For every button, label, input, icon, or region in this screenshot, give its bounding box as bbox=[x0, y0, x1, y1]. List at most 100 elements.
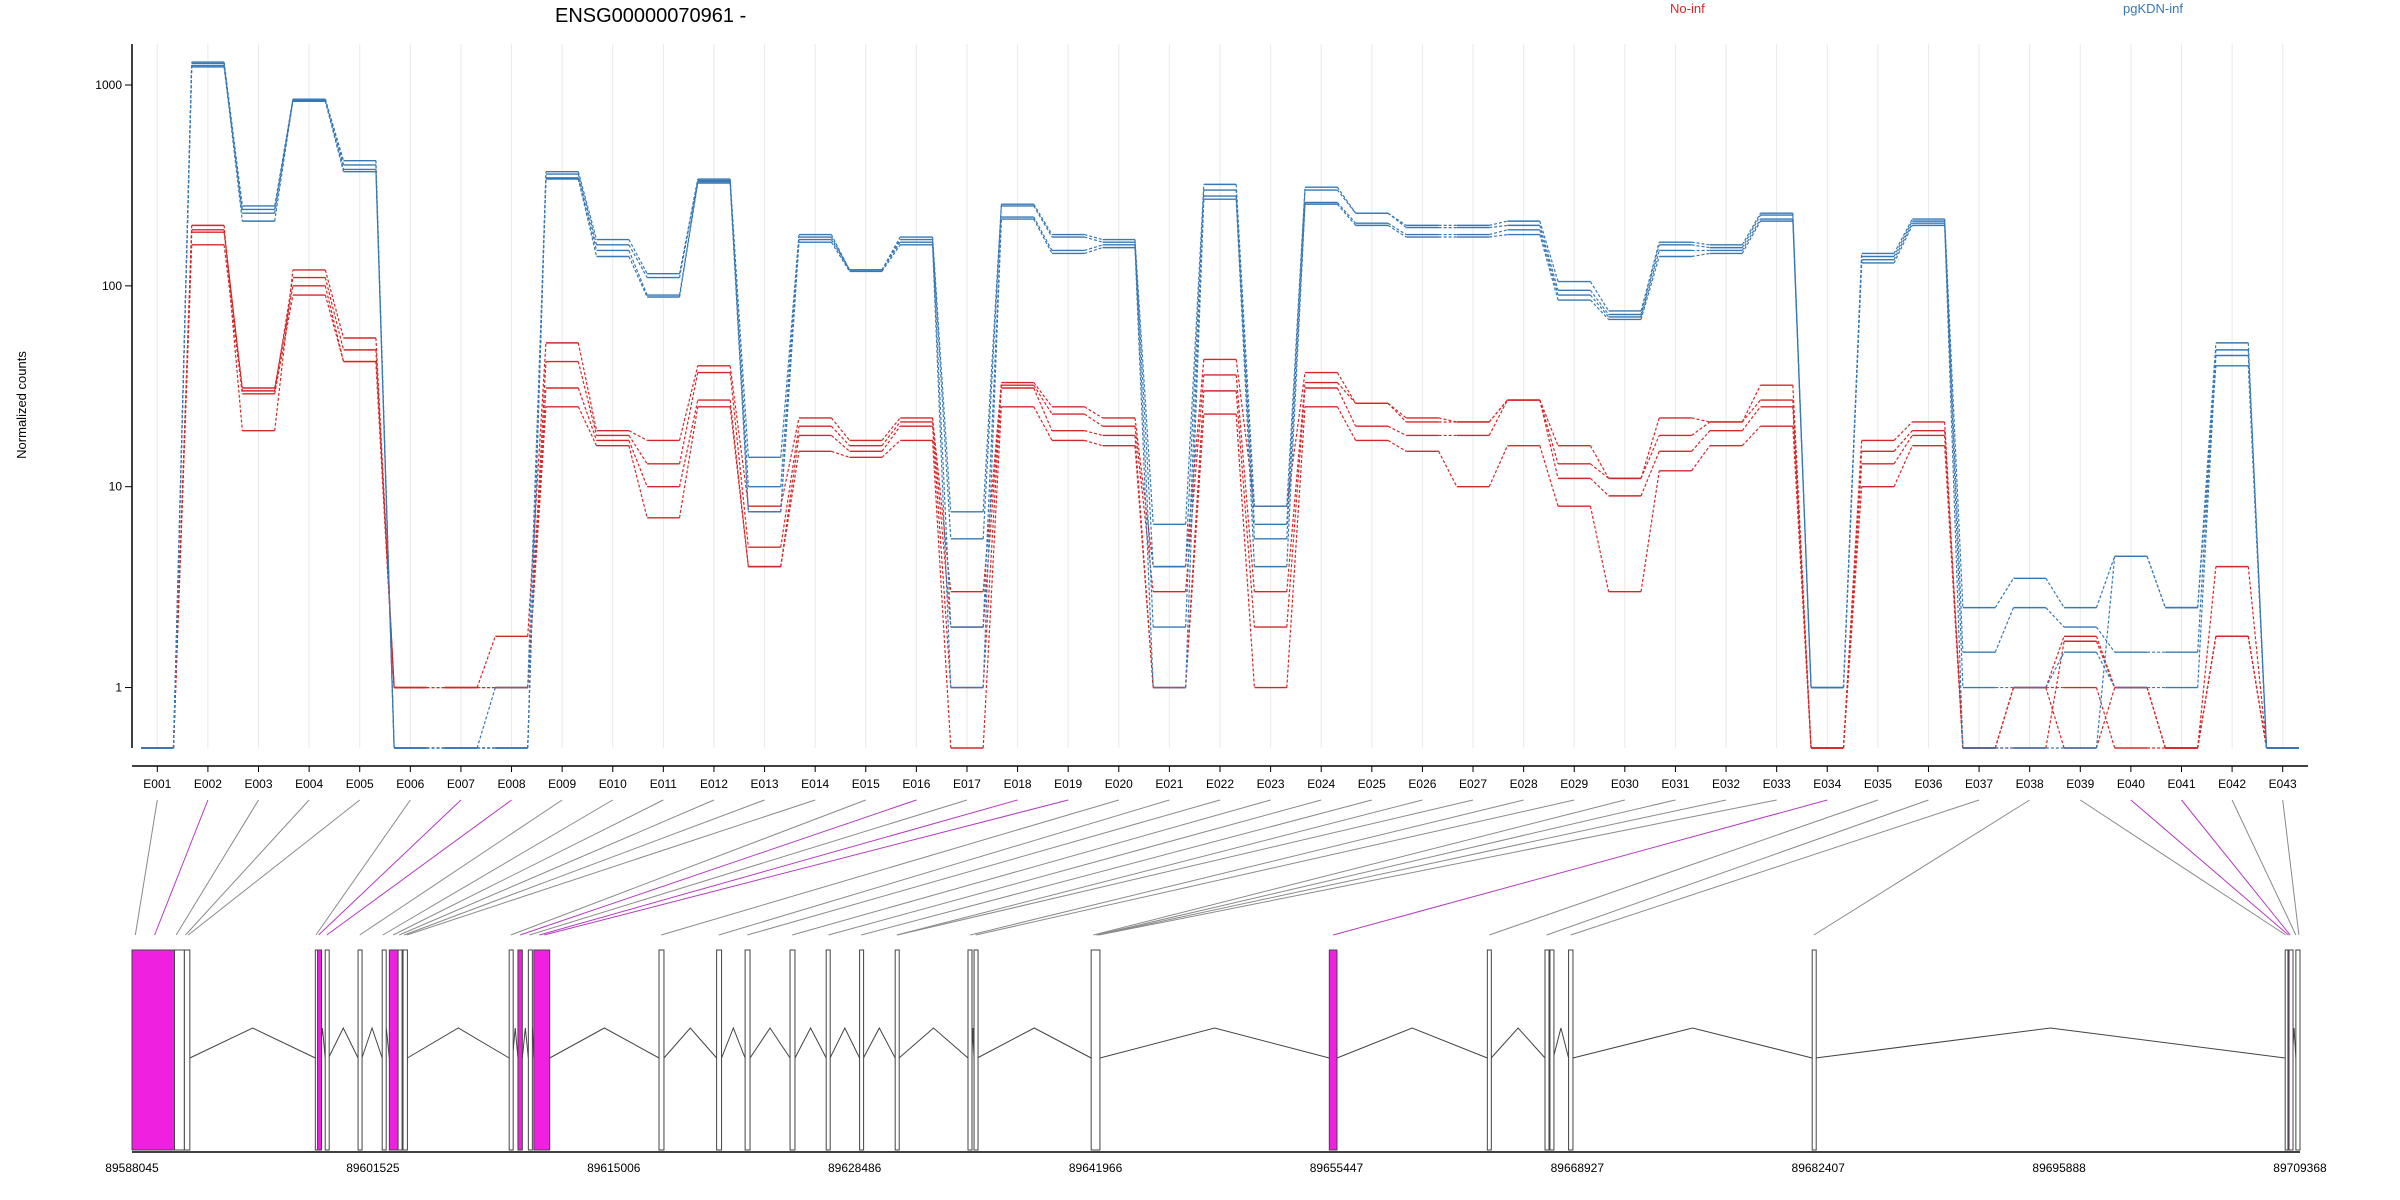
intron bbox=[189, 1027, 316, 1059]
series-connector bbox=[1286, 387, 1306, 628]
series-connector bbox=[1691, 241, 1710, 246]
x-tick-label: E022 bbox=[1206, 777, 1234, 791]
series-connector bbox=[1134, 247, 1154, 688]
y-tick-label: 1 bbox=[115, 681, 122, 695]
connector-E022 bbox=[747, 799, 1221, 936]
series-connector bbox=[1488, 399, 1508, 423]
series-connector bbox=[2146, 687, 2166, 749]
series-connector bbox=[628, 250, 648, 296]
series-connector bbox=[881, 439, 901, 458]
x-tick-label: E003 bbox=[244, 777, 272, 791]
legend-label-no-inf: No-inf bbox=[1670, 1, 1705, 16]
series-connector bbox=[1336, 387, 1357, 427]
series-connector bbox=[2146, 556, 2166, 608]
series-connector bbox=[931, 244, 952, 688]
connector-E025 bbox=[861, 799, 1372, 936]
series-connector bbox=[324, 100, 345, 170]
series-connector bbox=[982, 204, 1002, 512]
connector-E033 bbox=[1098, 799, 1777, 936]
series-connector bbox=[1994, 687, 2015, 749]
series-connector bbox=[931, 440, 952, 749]
connector-E042 bbox=[2231, 799, 2297, 936]
series-connector bbox=[1590, 463, 1610, 479]
series-connector bbox=[1084, 236, 1103, 243]
series-connector bbox=[2197, 342, 2217, 608]
series-connector bbox=[1842, 262, 1863, 688]
series-connector bbox=[1741, 212, 1761, 246]
connector-E029 bbox=[975, 799, 1575, 936]
series-connector bbox=[1488, 399, 1508, 436]
exon bbox=[1090, 949, 1101, 1151]
series-connector bbox=[1387, 402, 1407, 419]
series-connector bbox=[628, 435, 648, 465]
series-connector bbox=[830, 239, 851, 271]
series-connector bbox=[577, 342, 598, 431]
series-connector bbox=[1691, 252, 1710, 258]
series-connector bbox=[1792, 400, 1812, 749]
series-connector bbox=[324, 277, 345, 351]
series-connector bbox=[830, 241, 851, 272]
x-tick-label: E027 bbox=[1459, 777, 1487, 791]
series-connector bbox=[2095, 556, 2116, 749]
series-connector bbox=[223, 232, 243, 389]
exon bbox=[2288, 949, 2294, 1151]
x-tick-label: E009 bbox=[548, 777, 576, 791]
connector-E036 bbox=[1546, 799, 1929, 936]
connector-E032 bbox=[1097, 799, 1727, 936]
series-connector bbox=[2095, 651, 2116, 688]
y-tick-label: 10 bbox=[109, 480, 123, 494]
connector-E023 bbox=[792, 799, 1271, 936]
series-connector bbox=[1134, 242, 1154, 567]
series-connector bbox=[1387, 212, 1407, 226]
series-connector bbox=[729, 181, 749, 512]
series-connector bbox=[324, 101, 345, 172]
series-connector bbox=[1893, 225, 1913, 264]
series-connector bbox=[375, 337, 395, 688]
series-connector bbox=[1134, 239, 1154, 525]
series-connector bbox=[678, 181, 699, 296]
series-connector bbox=[1640, 470, 1660, 592]
genomic-coordinate-label: 89655447 bbox=[1310, 1161, 1364, 1175]
series-connector bbox=[1539, 229, 1559, 296]
series-connector bbox=[678, 372, 699, 464]
series-connector bbox=[1640, 244, 1660, 315]
series-connector bbox=[2045, 577, 2065, 608]
series-connector bbox=[881, 241, 901, 271]
series-connector bbox=[1184, 196, 1205, 628]
series-connector bbox=[1539, 225, 1559, 291]
x-tick-label: E028 bbox=[1510, 777, 1538, 791]
series-connector bbox=[931, 236, 952, 512]
series-connector bbox=[577, 171, 598, 240]
series-connector bbox=[1792, 219, 1812, 688]
series-connector bbox=[1489, 229, 1508, 236]
series-connector bbox=[1640, 435, 1660, 479]
series-connector bbox=[628, 445, 648, 518]
series-connector bbox=[2095, 687, 2116, 749]
connector-E017 bbox=[529, 799, 968, 936]
series-connector bbox=[223, 66, 243, 210]
series-connector bbox=[1589, 299, 1610, 320]
series-connector bbox=[628, 244, 648, 278]
series-connector bbox=[1489, 224, 1508, 229]
x-tick-label: E010 bbox=[599, 777, 627, 791]
x-tick-label: E021 bbox=[1155, 777, 1183, 791]
exon bbox=[173, 949, 185, 1151]
series-connector bbox=[1488, 445, 1508, 487]
series-connector bbox=[1589, 506, 1610, 592]
series-connector bbox=[1438, 451, 1458, 487]
exon-highlighted bbox=[317, 949, 323, 1151]
series-connector bbox=[1640, 417, 1660, 479]
connector-E021 bbox=[718, 799, 1170, 936]
series-connector bbox=[1084, 439, 1103, 447]
x-tick-label: E019 bbox=[1054, 777, 1082, 791]
series-connector bbox=[1589, 281, 1610, 312]
exon bbox=[357, 949, 363, 1151]
connector-E015 bbox=[510, 799, 866, 936]
series-connector bbox=[881, 244, 901, 272]
series-connector bbox=[1944, 225, 1964, 749]
x-tick-label: E033 bbox=[1763, 777, 1791, 791]
genomic-coordinate-label: 89682407 bbox=[1792, 1161, 1846, 1175]
intron bbox=[1099, 1027, 1330, 1059]
series-connector bbox=[577, 173, 598, 245]
series-connector bbox=[2247, 566, 2268, 749]
